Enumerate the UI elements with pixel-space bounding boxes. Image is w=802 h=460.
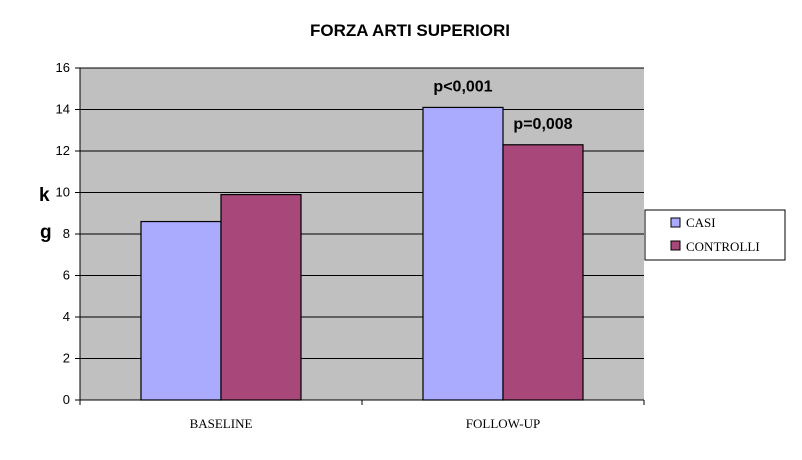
bars [140,106,584,401]
legend: CASI CONTROLLI [644,209,786,261]
bar-casi-follow-up [422,106,504,401]
legend-swatch-controlli [670,240,681,251]
legend-swatch-casi [670,217,681,228]
y-tick-label-2: 2 [63,351,70,366]
legend-label-casi: CASI [686,215,716,230]
y-tick-label-10: 10 [56,185,70,200]
legend-label-controlli: CONTROLLI [686,239,760,254]
y-tick-label-16: 16 [56,60,70,75]
annotation-1: p<0,001 [433,78,492,95]
y-tick-label-6: 6 [63,268,70,283]
axes [75,67,645,405]
y-axis-label-line-2: g [40,222,52,243]
y-tick-label-14: 14 [56,102,70,117]
bar-casi-baseline [140,220,222,401]
x-category-label-baseline: BASELINE [190,416,253,431]
bar-controlli-baseline [220,193,302,401]
x-category-labels: BASELINE FOLLOW-UP [190,416,541,431]
y-tick-label-12: 12 [56,143,70,158]
x-category-label-follow-up: FOLLOW-UP [466,416,540,431]
y-tick-label-4: 4 [63,309,70,324]
bar-controlli-follow-up [502,144,584,401]
y-tick-label-0: 0 [63,392,70,407]
annotations: p<0,001 p=0,008 [433,78,572,132]
y-tick-labels: 0 2 4 6 8 10 12 14 16 [56,60,70,407]
y-tick-label-8: 8 [63,226,70,241]
legend-box [644,209,786,261]
annotation-2: p=0,008 [513,116,572,133]
chart-title: FORZA ARTI SUPERIORI [310,21,510,40]
y-axis-label-line-1: k [39,185,50,206]
